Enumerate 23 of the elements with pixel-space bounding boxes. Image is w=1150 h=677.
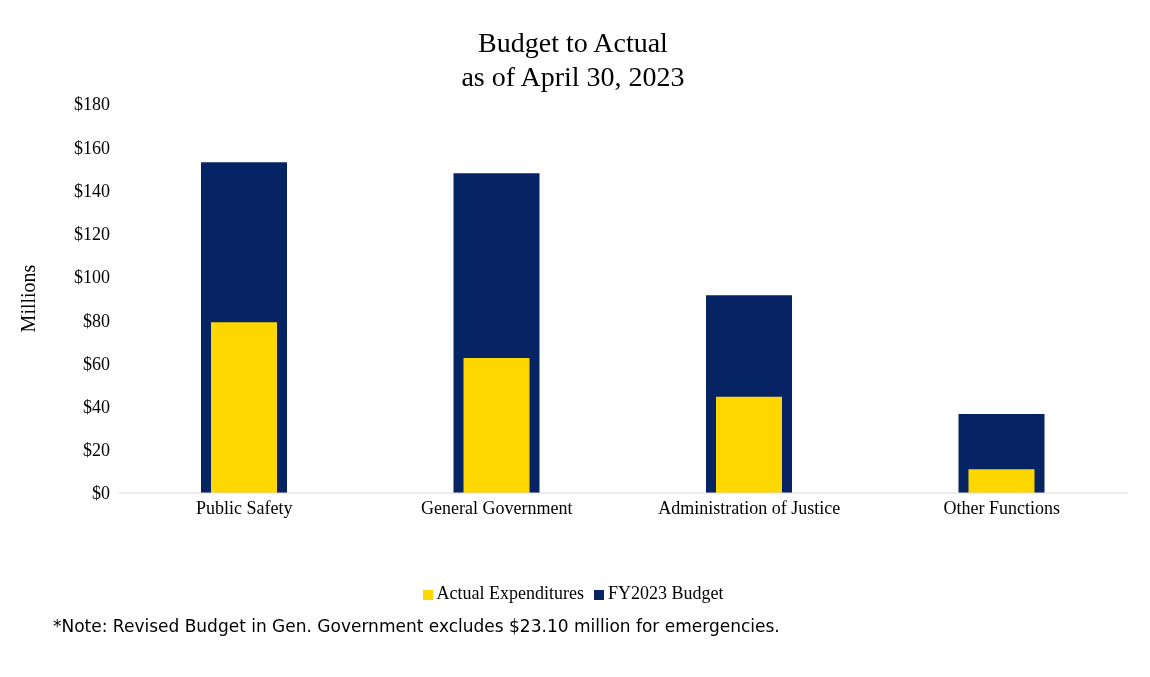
bar <box>211 322 277 493</box>
y-tick-label: $60 <box>83 353 110 374</box>
x-tick-label: Other Functions <box>943 497 1060 518</box>
y-tick-label: $100 <box>74 267 110 288</box>
y-tick-label: $0 <box>92 483 110 504</box>
legend-label: FY2023 Budget <box>607 583 724 603</box>
y-axis-title: Millions <box>17 264 40 333</box>
x-tick-label: General Government <box>421 497 573 518</box>
y-tick-label: $120 <box>74 224 110 245</box>
y-tick-label: $40 <box>83 396 110 417</box>
y-tick-label: $180 <box>74 94 110 115</box>
bar <box>463 357 530 493</box>
text: *Note: Revised Budget in Gen. Government excludes $23.10 million for emergencies. <box>53 616 781 636</box>
chart-title: Budget to Actual as of April 30, 2023 <box>460 26 686 94</box>
bar <box>968 469 1035 493</box>
y-tick-label: $80 <box>83 310 110 331</box>
bar <box>716 396 782 493</box>
y-tick-label: $160 <box>74 137 110 158</box>
legend-label: Actual Expenditures <box>436 583 584 603</box>
x-tick-label: Administration of Justice <box>658 497 841 518</box>
y-tick-label: $20 <box>83 440 110 461</box>
x-tick-label: Public Safety <box>196 497 293 518</box>
y-tick-label: $140 <box>74 180 110 201</box>
